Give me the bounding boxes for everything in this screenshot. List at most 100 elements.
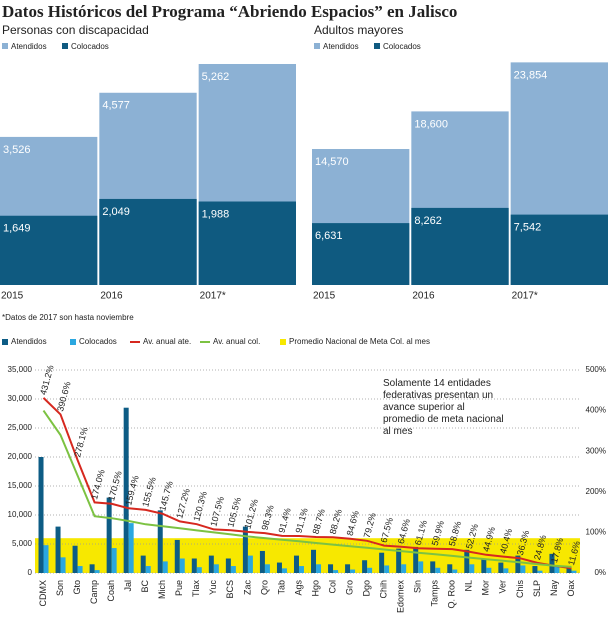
value-label: 3,526 bbox=[3, 144, 31, 156]
legend-swatch bbox=[2, 339, 8, 345]
legend-label: Atendidos bbox=[323, 42, 359, 51]
y-tick-label: 20,000 bbox=[8, 452, 33, 461]
y2-tick-label: 500% bbox=[586, 365, 606, 374]
y-tick-label: 5,000 bbox=[12, 539, 33, 548]
value-label: 5,262 bbox=[202, 71, 230, 83]
value-label: 8,262 bbox=[414, 215, 442, 227]
bar bbox=[481, 558, 487, 573]
x-tick-label: Gto bbox=[72, 580, 82, 595]
value-label: 91.4% bbox=[277, 507, 293, 534]
x-tick-label: Coah bbox=[106, 580, 116, 602]
bar bbox=[345, 564, 351, 573]
y-tick-label: 10,000 bbox=[8, 510, 33, 519]
x-tick-label: Nay bbox=[549, 580, 559, 597]
bar bbox=[191, 558, 197, 573]
bar bbox=[401, 564, 407, 573]
footnote: *Datos de 2017 son hasta noviembre bbox=[2, 313, 134, 322]
bar bbox=[89, 564, 95, 573]
bar bbox=[430, 561, 436, 573]
chart-subtitle: Personas con discapacidad bbox=[2, 23, 149, 37]
value-label: 1,649 bbox=[3, 223, 31, 235]
x-tick-label: Jal bbox=[123, 580, 133, 592]
y2-tick-label: 300% bbox=[586, 446, 606, 455]
bar bbox=[312, 223, 410, 285]
y2-tick-label: 0% bbox=[594, 568, 606, 577]
title: Datos Históricos del Programa “Abriendo … bbox=[2, 2, 457, 21]
x-tick-label: Ver bbox=[498, 580, 508, 594]
y2-tick-label: 100% bbox=[586, 528, 606, 537]
bar bbox=[179, 558, 185, 573]
y-tick-label: 35,000 bbox=[8, 365, 33, 374]
x-tick-label: BC bbox=[140, 580, 150, 593]
value-label: 88.7% bbox=[311, 508, 327, 535]
value-label: 98.3% bbox=[259, 504, 275, 531]
bar bbox=[99, 198, 197, 285]
x-tick-label: NL bbox=[464, 580, 474, 592]
bar bbox=[515, 555, 521, 573]
value-label: 84.6% bbox=[345, 510, 361, 537]
bar bbox=[198, 201, 296, 285]
value-label: 18,600 bbox=[414, 118, 448, 130]
value-label: 7,542 bbox=[514, 222, 542, 234]
bar bbox=[418, 561, 424, 573]
value-label: 107.5% bbox=[208, 495, 226, 527]
bar bbox=[413, 546, 419, 573]
x-tick-label: Qro bbox=[259, 580, 269, 595]
legend-label: Promedio Nacional de Meta Col. al mes bbox=[289, 337, 430, 346]
bar bbox=[162, 561, 168, 573]
bar bbox=[367, 567, 373, 573]
value-label: 120.3% bbox=[191, 490, 209, 522]
legend-label: Av. anual ate. bbox=[143, 337, 191, 346]
bar bbox=[174, 539, 180, 573]
x-tick-label: 2017* bbox=[200, 291, 226, 302]
bar bbox=[276, 562, 282, 573]
bar bbox=[537, 570, 543, 573]
bar bbox=[333, 570, 339, 573]
value-label: 278.1% bbox=[72, 426, 90, 458]
bar bbox=[384, 565, 390, 573]
y2-tick-label: 200% bbox=[586, 487, 606, 496]
x-tick-label: Son bbox=[55, 580, 65, 596]
bar bbox=[145, 566, 151, 573]
value-label: 101.2% bbox=[242, 498, 260, 530]
x-tick-label: 2015 bbox=[313, 291, 336, 302]
x-tick-label: Mor bbox=[481, 580, 491, 596]
x-tick-label: Camp bbox=[89, 580, 99, 604]
bar bbox=[225, 558, 231, 573]
bar bbox=[379, 552, 385, 573]
x-tick-label: Edomex bbox=[396, 580, 406, 614]
bar bbox=[128, 523, 134, 573]
x-tick-label: SLP bbox=[532, 580, 542, 597]
x-tick-label: BCS bbox=[225, 580, 235, 599]
bar bbox=[38, 457, 44, 573]
bar bbox=[281, 568, 287, 573]
bar bbox=[469, 564, 475, 573]
bar bbox=[123, 407, 129, 573]
bar bbox=[510, 214, 608, 285]
x-tick-label: Chih bbox=[379, 580, 389, 599]
x-tick-label: Hgo bbox=[310, 580, 320, 597]
bar bbox=[435, 567, 441, 573]
bar bbox=[464, 549, 470, 573]
bar bbox=[140, 555, 146, 573]
bar bbox=[230, 566, 236, 573]
bar bbox=[532, 566, 538, 573]
bar bbox=[60, 557, 66, 573]
x-tick-label: 2016 bbox=[100, 291, 123, 302]
x-tick-label: Yuc bbox=[208, 580, 218, 596]
value-label: 390.6% bbox=[55, 380, 73, 412]
value-label: 91.1% bbox=[294, 507, 310, 534]
bar bbox=[498, 562, 504, 573]
value-label: 23,854 bbox=[514, 69, 548, 81]
x-tick-label: Tab bbox=[276, 580, 286, 595]
line bbox=[42, 410, 572, 568]
bar bbox=[293, 555, 299, 573]
bar bbox=[264, 564, 270, 573]
bar bbox=[157, 510, 163, 573]
x-tick-label: 2016 bbox=[412, 291, 435, 302]
y-tick-label: 25,000 bbox=[8, 423, 33, 432]
y-tick-label: 30,000 bbox=[8, 394, 33, 403]
bar bbox=[566, 566, 572, 573]
